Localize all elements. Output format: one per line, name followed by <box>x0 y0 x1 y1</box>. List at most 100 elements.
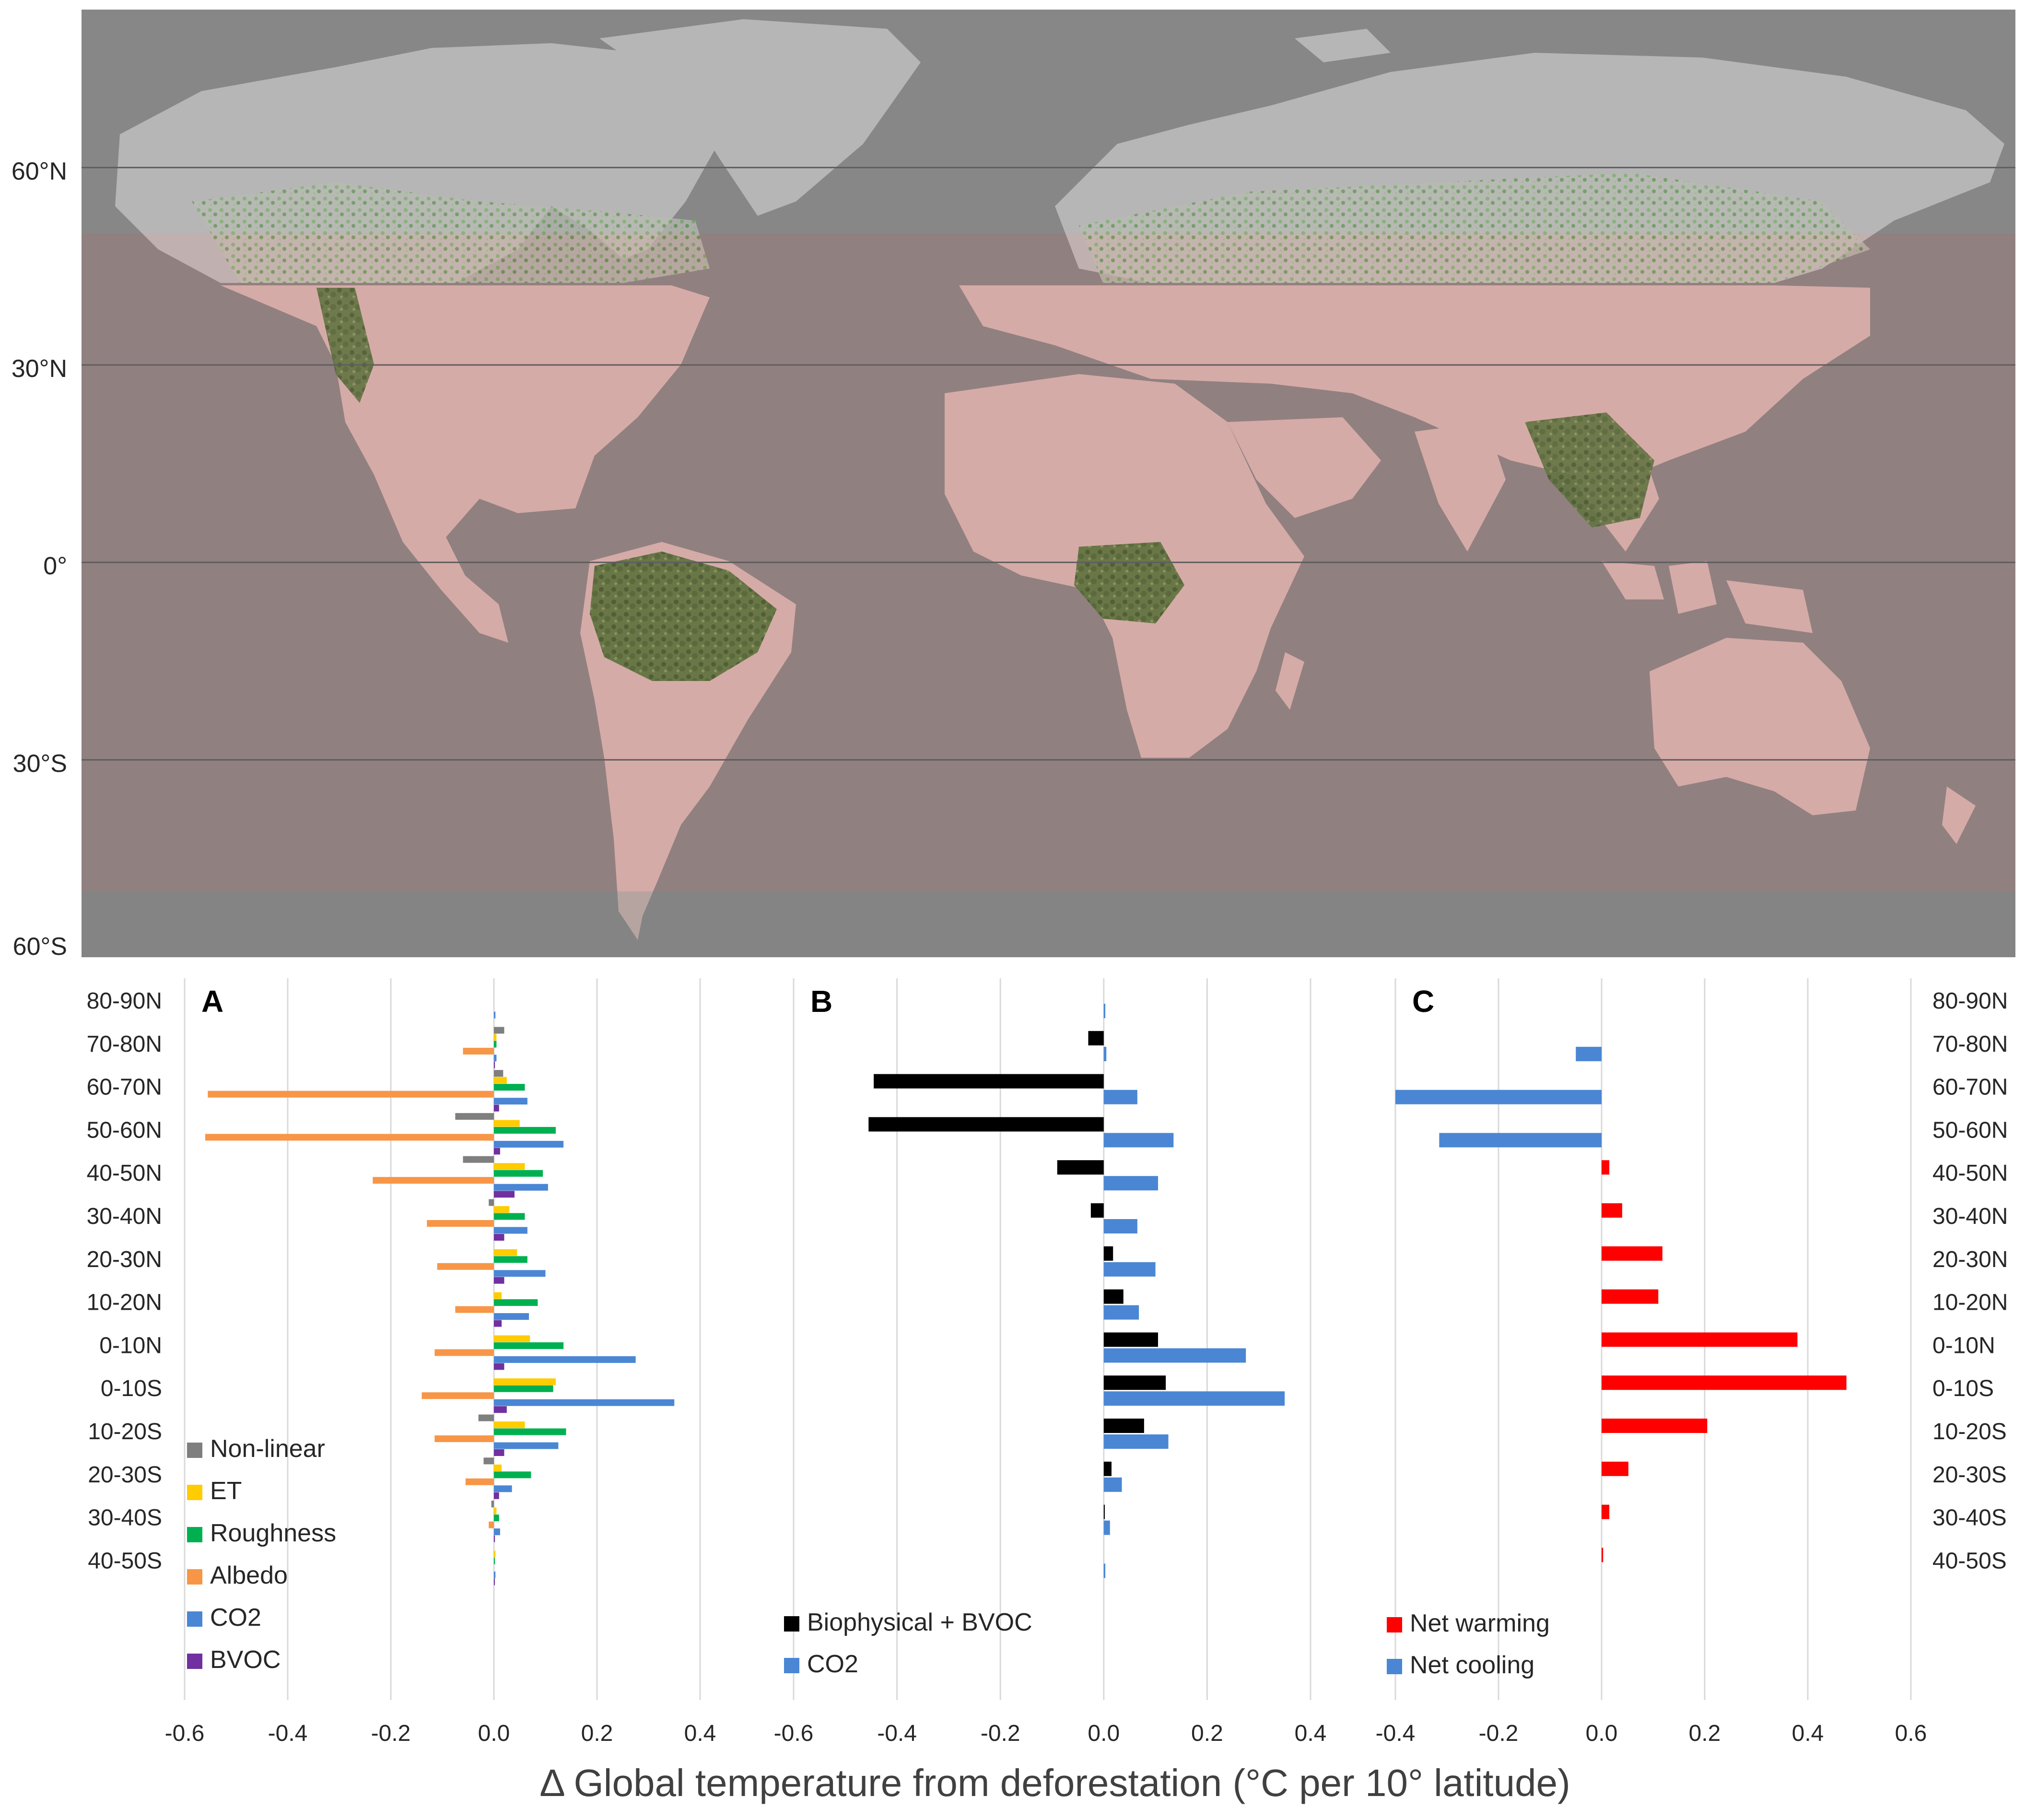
bar-net-warming <box>1602 1375 1847 1390</box>
bar-non-linear <box>489 1199 494 1206</box>
bar-co2 <box>494 1184 548 1191</box>
bar-net-warming <box>1602 1548 1604 1562</box>
bar-albedo <box>465 1478 494 1485</box>
x-tick-label: -0.4 <box>1376 1721 1416 1746</box>
x-tick-label: -0.4 <box>268 1721 308 1746</box>
bar-non-linear <box>494 1027 504 1034</box>
bar-co2 <box>494 1227 527 1234</box>
legend: Net warming Net cooling <box>1387 1609 1550 1679</box>
indonesia <box>1602 561 1813 633</box>
y-tick-label-right: 30-40S <box>1932 1505 2007 1531</box>
bar-bvoc <box>494 1191 515 1198</box>
bar-bvoc <box>494 1578 495 1585</box>
x-tick-label: 0.4 <box>1295 1721 1327 1746</box>
bar-albedo <box>208 1091 494 1098</box>
y-tick-label-right: 40-50S <box>1932 1548 2007 1573</box>
bar-co2 <box>1103 1046 1107 1061</box>
bar-bvoc <box>494 1277 504 1284</box>
europe-asia-temperate <box>959 285 1870 484</box>
legend-swatch <box>187 1569 202 1585</box>
y-tick-label-left: 50-60N <box>87 1117 162 1143</box>
y-tick-label-right: 10-20N <box>1932 1290 2008 1315</box>
y-tick-label-left: 70-80N <box>87 1032 162 1057</box>
australia <box>1650 638 1870 815</box>
bar-roughness <box>494 1342 564 1349</box>
map-latitude-label: 60°S <box>13 933 67 961</box>
y-axis-labels-right: 80-90N 70-80N 60-70N 50-60N 40-50N 30-40N 20-3… <box>1932 988 2008 1573</box>
bar-roughness <box>494 1428 566 1435</box>
bar-roughness <box>494 1471 531 1479</box>
bar-net-warming <box>1602 1246 1662 1261</box>
bar-net-warming <box>1602 1504 1610 1519</box>
bar-co2 <box>494 1399 675 1406</box>
map-latitude-label: 0° <box>43 552 67 580</box>
x-axis-title: Δ Global temperature from deforestation … <box>539 1761 1570 1804</box>
bar-et <box>494 1163 525 1170</box>
bar-biophysical-bvoc <box>868 1117 1104 1132</box>
bar-biophysical-bvoc <box>1057 1160 1104 1175</box>
bar-net-warming <box>1602 1289 1659 1304</box>
map-latitude-label: 60°N <box>12 157 67 185</box>
y-tick-label-right: 20-30S <box>1932 1462 2007 1488</box>
y-tick-label-left: 80-90N <box>87 988 162 1014</box>
x-tick-label: 0.4 <box>1792 1721 1824 1746</box>
pacific-nw-forest <box>316 288 374 403</box>
bar-co2 <box>1103 1176 1158 1191</box>
bar-co2 <box>1103 1563 1106 1578</box>
bar-biophysical-bvoc <box>1090 1203 1104 1218</box>
bar-et <box>494 1292 502 1299</box>
bar-roughness <box>494 1256 527 1263</box>
bar-bvoc <box>494 1449 504 1456</box>
bar-net-warming <box>1602 1203 1622 1218</box>
bar-co2 <box>494 1442 559 1449</box>
bar-net-warming <box>1602 1160 1610 1175</box>
bar-non-linear <box>494 1070 503 1077</box>
bar-co2 <box>494 1011 496 1019</box>
bar-et <box>494 1249 517 1256</box>
bar-roughness <box>494 1557 495 1564</box>
legend-swatch <box>187 1485 202 1500</box>
bar-roughness <box>494 1041 497 1048</box>
arabia-india <box>1228 417 1506 552</box>
y-tick-label-right: 80-90N <box>1932 988 2008 1014</box>
bar-net-cooling <box>1439 1133 1602 1148</box>
legend-label: Non-linear <box>210 1435 325 1463</box>
bar-net-warming <box>1602 1419 1708 1433</box>
bar-et <box>494 1033 497 1041</box>
bar-non-linear <box>483 1457 494 1465</box>
bar-co2 <box>494 1485 512 1492</box>
bar-net-cooling <box>1395 1090 1602 1104</box>
bar-roughness <box>494 1127 556 1134</box>
bar-roughness <box>494 1213 525 1220</box>
bar-et <box>494 1077 507 1084</box>
bar-albedo <box>463 1047 494 1055</box>
x-tick-label: 0.0 <box>1088 1721 1120 1746</box>
chart-panels: 80-90N 70-80N 60-70N 50-60N 40-50N 30-40N 20-3… <box>87 978 2008 1746</box>
bar-et <box>494 1206 510 1213</box>
bar-biophysical-bvoc <box>1088 1031 1104 1045</box>
bar-bvoc <box>494 1061 495 1069</box>
y-tick-label-right: 40-50N <box>1932 1161 2008 1186</box>
bar-co2 <box>1103 1520 1110 1535</box>
y-tick-label-right: 30-40N <box>1932 1204 2008 1229</box>
x-tick-label: 0.2 <box>1191 1721 1223 1746</box>
x-tick-label: -0.6 <box>774 1721 814 1746</box>
bar-et <box>494 1378 556 1386</box>
y-tick-label-right: 50-60N <box>1932 1117 2008 1143</box>
bar-bvoc <box>494 1363 504 1370</box>
x-tick-label: 0.0 <box>478 1721 510 1746</box>
x-tick-label: -0.6 <box>165 1721 205 1746</box>
y-axis-labels-left: 80-90N 70-80N 60-70N 50-60N 40-50N 30-40N 20-3… <box>87 988 162 1573</box>
bar-non-linear <box>463 1156 494 1163</box>
bar-non-linear <box>455 1113 494 1120</box>
legend-label: Roughness <box>210 1519 336 1547</box>
y-tick-label-left: 20-30S <box>88 1462 162 1488</box>
bar-net-warming <box>1602 1332 1798 1347</box>
bar-biophysical-bvoc <box>874 1074 1104 1089</box>
bar-biophysical-bvoc <box>1103 1246 1113 1261</box>
x-tick-label: -0.4 <box>877 1721 917 1746</box>
bar-net-cooling <box>1576 1046 1602 1061</box>
bar-bvoc <box>494 1492 499 1499</box>
bar-biophysical-bvoc <box>1103 1332 1158 1347</box>
bar-roughness <box>494 1385 553 1392</box>
